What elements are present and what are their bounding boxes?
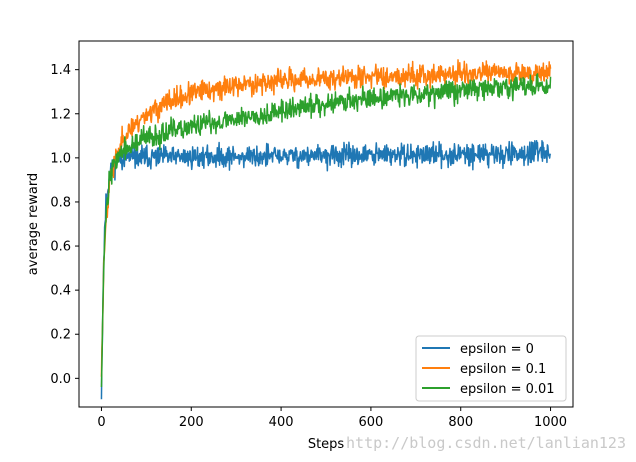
series-line-2 [100, 59, 552, 377]
x-tick-label: 0 [97, 415, 105, 430]
x-tick-label: 600 [358, 415, 383, 430]
x-tick-label: 800 [448, 415, 473, 430]
y-axis-title: average reward [26, 173, 41, 275]
legend-label: epsilon = 0.1 [460, 362, 546, 377]
y-tick-label: 0.0 [50, 372, 71, 387]
y-tick-label: 0.2 [50, 328, 71, 343]
y-tick-label: 0.4 [50, 284, 71, 299]
y-tick-label: 1.4 [50, 63, 71, 78]
y-tick-label: 1.2 [50, 107, 71, 122]
legend: epsilon = 0 epsilon = 0.1 epsilon = 0.01 [415, 335, 567, 402]
y-tick-label: 0.8 [50, 195, 71, 210]
y-tick-label: 1.0 [50, 151, 71, 166]
legend-label: epsilon = 0.01 [460, 382, 555, 397]
plot-area [78, 40, 574, 408]
legend-items: epsilon = 0 epsilon = 0.1 epsilon = 0.01 [422, 342, 555, 397]
series-line-1 [100, 140, 552, 400]
series-line-3 [100, 73, 552, 388]
y-tick-label: 0.6 [50, 240, 71, 255]
x-tick-label: 400 [269, 415, 294, 430]
x-tick-label: 200 [179, 415, 204, 430]
plot-frame [78, 40, 574, 408]
legend-label: epsilon = 0 [460, 342, 534, 357]
series-layer [100, 59, 552, 400]
y-axis-ticks: 0.0 0.2 0.4 0.6 0.8 1.0 1.2 1.4 [50, 63, 79, 387]
watermark: http://blog.csdn.net/lanlian123 [346, 434, 626, 452]
x-axis-title: Steps [308, 437, 345, 452]
x-tick-label: 1000 [534, 415, 567, 430]
x-axis-ticks: 0 200 400 600 800 1000 [97, 407, 567, 430]
legend-box [415, 335, 567, 402]
